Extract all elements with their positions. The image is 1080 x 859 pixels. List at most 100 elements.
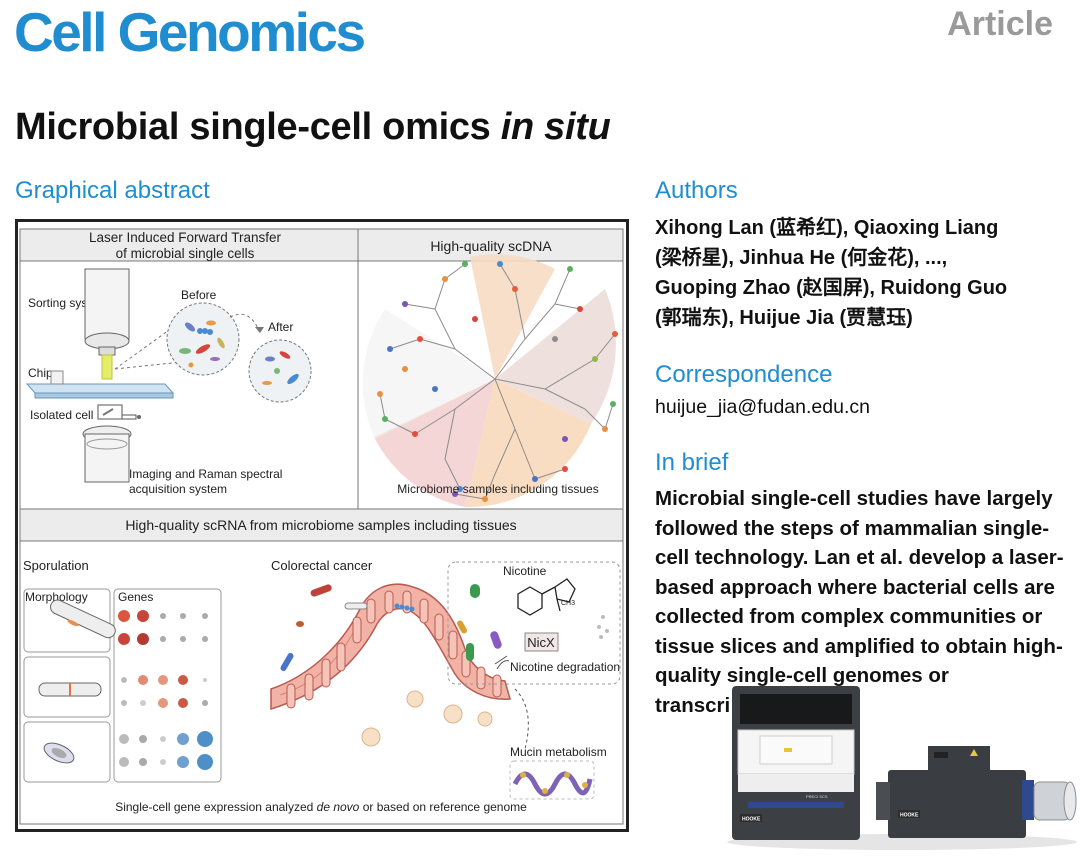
author-line: (梁桥星), Jinhua He (何金花), ..., bbox=[655, 247, 948, 269]
colon-tissue-illustration bbox=[270, 583, 511, 747]
panel-c-header bbox=[19, 508, 624, 542]
gene-dot bbox=[178, 698, 188, 708]
brief-line: cell technology. Lan et al. develop a la… bbox=[655, 546, 1064, 569]
gene-dot bbox=[203, 678, 207, 682]
graphical-abstract-figure: Laser Induced Forward Transfer of microb… bbox=[15, 219, 629, 832]
panel-b-caption: Microbiome samples including tissues bbox=[397, 482, 598, 496]
brand-right: HOOKE bbox=[900, 813, 919, 819]
label-imaging-1: Imaging and Raman spectral bbox=[129, 467, 282, 481]
label-ch3: CH3 bbox=[561, 600, 575, 607]
label-chip: Chip bbox=[28, 366, 53, 380]
gene-dot bbox=[118, 633, 130, 645]
mucin-arrow bbox=[514, 688, 529, 750]
chip-slide bbox=[25, 370, 175, 399]
footer-italic: de novo bbox=[317, 800, 360, 814]
title-italic: in situ bbox=[500, 106, 611, 148]
gene-dot bbox=[137, 633, 149, 645]
gene-dot bbox=[138, 675, 148, 685]
label-colorectal-cancer: Colorectal cancer bbox=[271, 558, 373, 573]
author-line: Xihong Lan (蓝希红), Qiaoxing Liang bbox=[655, 217, 999, 239]
gene-dot bbox=[158, 698, 168, 708]
label-nicotine: Nicotine bbox=[503, 564, 547, 578]
label-after: After bbox=[268, 320, 293, 334]
gene-dot bbox=[178, 675, 188, 685]
gene-dot bbox=[158, 675, 168, 685]
brief-line: quality single-cell genomes or bbox=[655, 664, 949, 687]
label-sporulation: Sporulation bbox=[23, 558, 89, 573]
gene-dot bbox=[180, 636, 186, 642]
brief-line: based approach where bacterial cells are bbox=[655, 575, 1055, 599]
gene-dot bbox=[197, 754, 213, 770]
gene-dot bbox=[121, 677, 127, 683]
nicx-box bbox=[524, 632, 559, 652]
author-line: Guoping Zhao (赵国屏), Ruidong Guo bbox=[655, 277, 1008, 299]
laser-objective bbox=[84, 268, 130, 380]
label-isolated-cell: Isolated cell bbox=[30, 408, 93, 422]
label-mucin-metabolism: Mucin metabolism bbox=[510, 745, 607, 759]
gene-dot bbox=[139, 735, 147, 743]
author-line: (郭瑞东), Huijue Jia (贾慧珏) bbox=[655, 307, 913, 329]
gene-dot bbox=[177, 733, 189, 745]
gene-dot bbox=[119, 757, 129, 767]
journal-name: Cell Genomics bbox=[14, 1, 366, 63]
label-genes: Genes bbox=[118, 590, 153, 604]
gene-dot bbox=[119, 734, 129, 744]
footer-pre: Single-cell gene expression analyzed bbox=[115, 800, 316, 814]
label-before: Before bbox=[181, 288, 217, 302]
brief-line: collected from complex communities or bbox=[655, 605, 1043, 628]
mucin-sugars bbox=[520, 772, 588, 794]
after-cells-circle bbox=[229, 313, 312, 403]
paper-title: Microbial single-cell omics in situ bbox=[15, 104, 611, 150]
gene-dot bbox=[202, 700, 208, 706]
label-nicotine-degradation: Nicotine degradation bbox=[510, 660, 620, 674]
gene-dot bbox=[202, 613, 208, 619]
brief-line: followed the steps of mammalian single- bbox=[655, 516, 1050, 540]
gene-dot bbox=[121, 700, 127, 706]
cell-morphology-icons bbox=[38, 599, 116, 764]
gene-dot bbox=[140, 700, 146, 706]
gene-dot bbox=[197, 731, 213, 747]
gene-dot bbox=[118, 610, 130, 622]
graphical-abstract-heading: Graphical abstract bbox=[15, 177, 210, 204]
brief-line: Microbial single-cell studies have large… bbox=[655, 487, 1053, 510]
imaging-objective bbox=[82, 425, 132, 483]
panel-c-footer: Single-cell gene expression analyzed de … bbox=[115, 800, 527, 814]
graphical-abstract-svg: Laser Induced Forward Transfer of microb… bbox=[15, 219, 629, 832]
before-cells-circle bbox=[166, 302, 240, 376]
degradation-dots bbox=[597, 615, 609, 639]
in-brief-heading: In brief bbox=[655, 449, 729, 476]
footer-post: or based on reference genome bbox=[359, 800, 527, 814]
in-brief-text: Microbial single-cell studies have large… bbox=[655, 484, 1065, 720]
gene-dot bbox=[160, 636, 166, 642]
label-imaging-2: acquisition system bbox=[129, 482, 227, 496]
gene-dot bbox=[137, 610, 149, 622]
model-label: PRECI SCS bbox=[806, 794, 828, 799]
instrument-photo: HOOKE PRECI SCS HOOKE bbox=[724, 682, 1080, 854]
author-list: Xihong Lan (蓝希红), Qiaoxing Liang (梁桥星), … bbox=[655, 213, 1055, 333]
phylogenetic-tree bbox=[362, 254, 618, 508]
morphology-box-1 bbox=[23, 588, 111, 653]
brief-line: transcri bbox=[655, 693, 731, 717]
label-nicx: NicX bbox=[527, 635, 555, 650]
gene-dot bbox=[180, 613, 186, 619]
instrument-svg: HOOKE PRECI SCS HOOKE bbox=[727, 686, 1077, 850]
article-type: Article bbox=[947, 5, 1053, 43]
side-module bbox=[888, 770, 1026, 838]
gene-dot bbox=[177, 756, 189, 768]
gene-dot bbox=[160, 613, 166, 619]
panel-b-title: High-quality scDNA bbox=[430, 238, 552, 254]
panel-c-box bbox=[19, 540, 624, 825]
authors-heading: Authors bbox=[655, 177, 738, 204]
mucin-box bbox=[509, 760, 595, 800]
panel-a-title-2: of microbial single cells bbox=[116, 246, 255, 261]
brand-left: HOOKE bbox=[742, 817, 761, 823]
gut-bacteria bbox=[280, 584, 502, 672]
nicotine-box bbox=[447, 561, 621, 685]
correspondence-heading: Correspondence bbox=[655, 361, 833, 388]
title-main: Microbial single-cell omics bbox=[15, 106, 501, 148]
nicotine-molecule bbox=[517, 578, 576, 616]
label-morphology: Morphology bbox=[25, 590, 88, 604]
gene-expression-dots bbox=[118, 610, 213, 770]
gene-dot bbox=[160, 736, 166, 742]
correspondence-email[interactable]: huijue_jia@fudan.edu.cn bbox=[655, 396, 870, 418]
